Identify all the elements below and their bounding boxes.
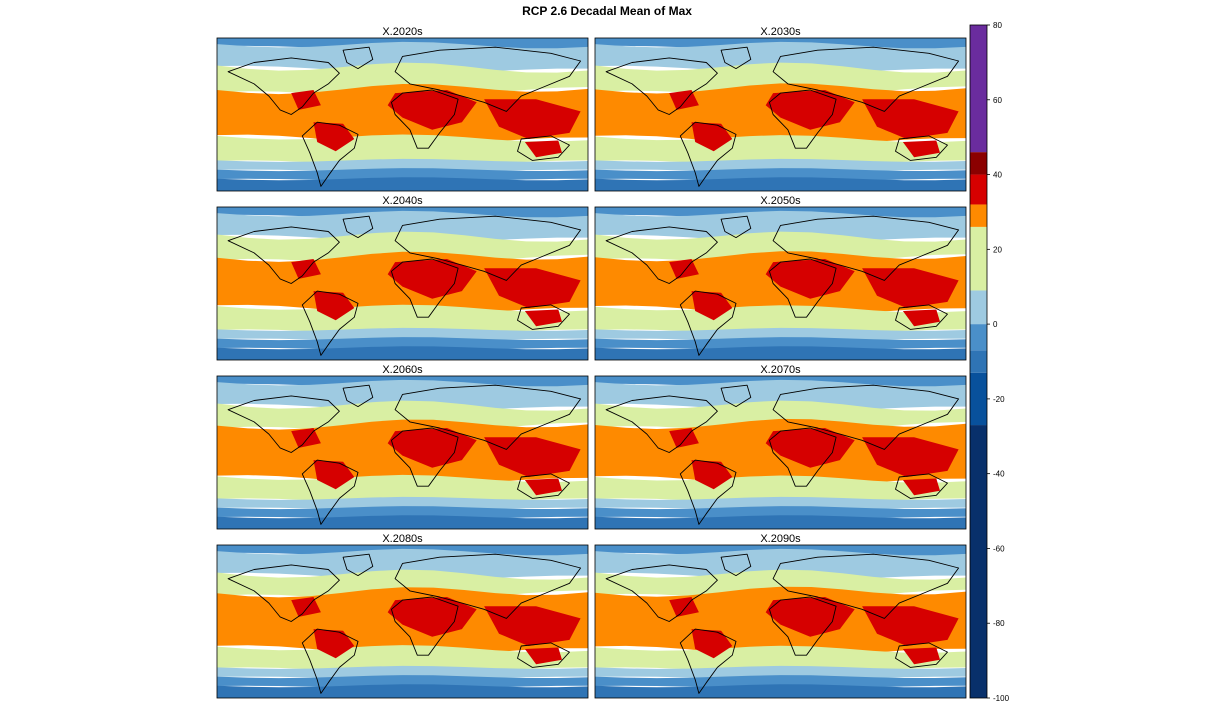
panel-title: X.2020s: [382, 26, 423, 38]
colorbar-ticks: 80 60 40 20 0 -20 -40 -60 -80 -100: [987, 21, 1010, 703]
colorbar-frame: [969, 24, 988, 699]
panel-title: X.2050s: [760, 195, 801, 207]
colorbar-tick-label: -60: [993, 544, 1005, 553]
colorbar-bin: [970, 174, 987, 205]
map-panel: X.2030s: [594, 26, 967, 192]
figure-title: RCP 2.6 Decadal Mean of Max: [522, 4, 692, 18]
colorbar-tick-label: 20: [993, 245, 1002, 254]
map-panel: X.2040s: [216, 195, 589, 361]
colorbar-bin: [970, 290, 987, 325]
map-panels: X.2020s X.2030s X.2040s X.2050s X.2060s X.207…: [216, 26, 967, 699]
colorbar-bin: [970, 324, 987, 351]
colorbar: 80 60 40 20 0 -20 -40 -60 -80 -100: [969, 21, 1010, 703]
colorbar-tick-label: -40: [993, 470, 1005, 479]
colorbar-bins: [970, 25, 987, 698]
panel-title: X.2060s: [382, 364, 423, 376]
colorbar-tick-label: -80: [993, 619, 1005, 628]
colorbar-bin: [970, 152, 987, 175]
panel-title: X.2080s: [382, 533, 423, 545]
colorbar-bin: [970, 204, 987, 227]
map-panel: X.2080s: [216, 533, 589, 699]
colorbar-tick-label: 80: [993, 21, 1002, 30]
colorbar-bin: [970, 350, 987, 373]
colorbar-tick-label: 60: [993, 96, 1002, 105]
panel-title: X.2070s: [760, 364, 801, 376]
map-panel: X.2020s: [216, 26, 589, 192]
panel-title: X.2090s: [760, 533, 801, 545]
map-panel: X.2050s: [594, 195, 967, 361]
colorbar-bin: [970, 25, 987, 153]
colorbar-bin: [970, 372, 987, 426]
colorbar-bin: [970, 425, 987, 698]
map-panel: X.2060s: [216, 364, 589, 530]
colorbar-bin: [970, 226, 987, 291]
colorbar-tick-label: -100: [993, 694, 1010, 703]
panel-title: X.2040s: [382, 195, 423, 207]
panel-title: X.2030s: [760, 26, 801, 38]
map-panel: X.2090s: [594, 533, 967, 699]
map-panel: X.2070s: [594, 364, 967, 530]
colorbar-tick-label: 40: [993, 171, 1002, 180]
colorbar-tick-label: -20: [993, 395, 1005, 404]
colorbar-tick-label: 0: [993, 320, 998, 329]
